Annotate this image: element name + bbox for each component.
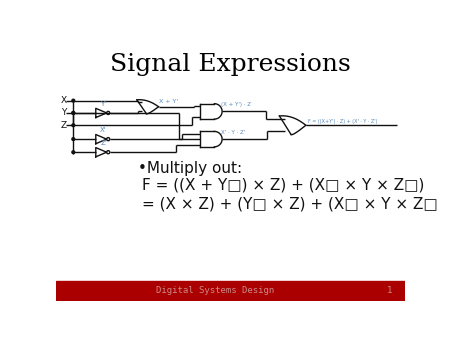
Text: X': X': [100, 127, 107, 133]
Text: Y': Y': [100, 101, 106, 107]
Text: X' · Y · Z': X' · Y · Z': [221, 130, 246, 135]
Text: F = ((X+Y') · Z) + (X' · Y · Z'): F = ((X+Y') · Z) + (X' · Y · Z'): [308, 119, 378, 124]
Text: 1: 1: [387, 286, 392, 295]
Text: (X + Y') · Z: (X + Y') · Z: [221, 102, 251, 107]
Text: F = ((X + Y□) × Z) + (X□ × Y × Z□): F = ((X + Y□) × Z) + (X□ × Y × Z□): [141, 178, 424, 193]
Bar: [56, 281, 405, 301]
Text: X: X: [61, 96, 67, 105]
Text: Signal Expressions: Signal Expressions: [110, 53, 351, 76]
Circle shape: [72, 99, 75, 102]
Circle shape: [72, 112, 75, 114]
Text: X + Y': X + Y': [159, 99, 179, 104]
Circle shape: [72, 138, 75, 141]
Circle shape: [72, 151, 75, 153]
Text: Y: Y: [61, 108, 66, 117]
Text: Digital Systems Design: Digital Systems Design: [156, 286, 274, 295]
Text: Z': Z': [100, 140, 107, 146]
Circle shape: [72, 112, 75, 114]
Text: •Multiply out:: •Multiply out:: [138, 161, 242, 176]
Text: Z: Z: [61, 121, 67, 130]
Circle shape: [72, 124, 75, 127]
Text: = (X × Z) + (Y□ × Z) + (X□ × Y × Z□: = (X × Z) + (Y□ × Z) + (X□ × Y × Z□: [141, 196, 437, 211]
